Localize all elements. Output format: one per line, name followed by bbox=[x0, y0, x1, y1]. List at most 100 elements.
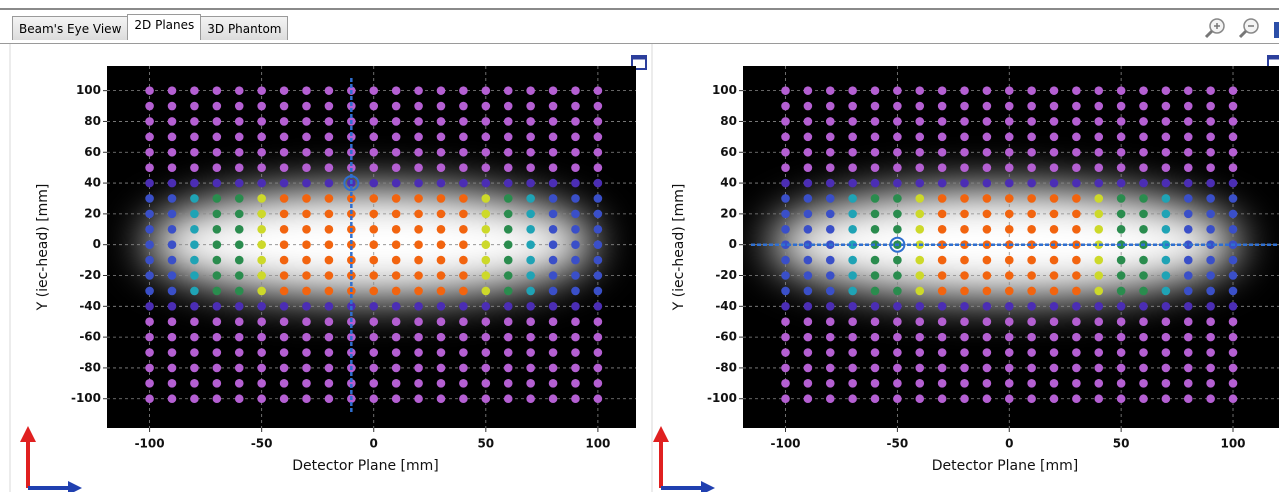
detector-dot bbox=[437, 240, 446, 249]
detector-dot bbox=[1229, 333, 1238, 342]
detector-dot bbox=[893, 163, 902, 172]
detector-dot bbox=[1162, 333, 1171, 342]
detector-dot bbox=[280, 348, 289, 357]
detector-dot bbox=[848, 102, 857, 111]
detector-dot bbox=[213, 225, 222, 234]
detector-dot bbox=[1005, 256, 1014, 265]
detector-dot bbox=[504, 225, 513, 234]
detector-dot bbox=[482, 256, 491, 265]
detector-dot bbox=[983, 194, 992, 203]
detector-dot bbox=[826, 394, 835, 403]
detector-dot bbox=[369, 302, 378, 311]
detector-dot bbox=[482, 379, 491, 388]
detector-dot bbox=[1162, 287, 1171, 296]
detector-dot bbox=[594, 394, 603, 403]
y-tick-label: -80 bbox=[715, 360, 737, 374]
detector-dot bbox=[871, 117, 880, 126]
detector-dot bbox=[1050, 256, 1059, 265]
zoom-in-button[interactable] bbox=[1206, 19, 1224, 37]
detector-dot bbox=[1094, 163, 1103, 172]
detector-dot bbox=[1050, 333, 1059, 342]
detector-dot bbox=[1027, 210, 1036, 219]
detector-dot bbox=[915, 302, 924, 311]
detector-dot bbox=[549, 317, 558, 326]
detector-dot bbox=[414, 256, 423, 265]
detector-dot bbox=[526, 148, 535, 157]
detector-dot bbox=[302, 394, 311, 403]
detector-dot bbox=[1094, 287, 1103, 296]
detector-dot bbox=[960, 364, 969, 373]
detector-dot bbox=[1229, 179, 1238, 188]
detector-dot bbox=[781, 302, 790, 311]
detector-dot bbox=[1050, 317, 1059, 326]
detector-dot bbox=[168, 379, 177, 388]
detector-dot bbox=[1072, 225, 1081, 234]
detector-dot bbox=[1072, 287, 1081, 296]
detector-dot bbox=[1206, 210, 1215, 219]
detector-dot bbox=[302, 271, 311, 280]
detector-dot bbox=[437, 333, 446, 342]
y-tick-label: 40 bbox=[84, 176, 101, 190]
detector-dot bbox=[781, 256, 790, 265]
detector-dot bbox=[168, 240, 177, 249]
detector-dot bbox=[781, 271, 790, 280]
detector-dot bbox=[1005, 302, 1014, 311]
detector-dot bbox=[1139, 302, 1148, 311]
detector-dot bbox=[571, 302, 580, 311]
detector-dot bbox=[437, 163, 446, 172]
detector-dot bbox=[526, 194, 535, 203]
detector-dot bbox=[893, 148, 902, 157]
detector-dot bbox=[1184, 102, 1193, 111]
detector-dot bbox=[325, 287, 334, 296]
detector-dot bbox=[960, 302, 969, 311]
detector-dot bbox=[1139, 225, 1148, 234]
detector-dot bbox=[549, 394, 558, 403]
detector-dot bbox=[145, 379, 154, 388]
detector-dot bbox=[235, 148, 244, 157]
detector-dot bbox=[1139, 163, 1148, 172]
detector-dot bbox=[504, 379, 513, 388]
detector-dot bbox=[915, 148, 924, 157]
y-tick-label: -40 bbox=[79, 299, 101, 313]
detector-dot bbox=[1229, 317, 1238, 326]
detector-dot bbox=[1162, 194, 1171, 203]
detector-dot bbox=[1229, 302, 1238, 311]
detector-dot bbox=[257, 225, 266, 234]
detector-dot bbox=[504, 302, 513, 311]
detector-dot bbox=[190, 302, 199, 311]
detector-dot bbox=[938, 287, 947, 296]
detector-dot bbox=[280, 86, 289, 95]
detector-dot bbox=[235, 210, 244, 219]
y-tick-label: 0 bbox=[729, 237, 737, 251]
detector-dot bbox=[257, 179, 266, 188]
detector-dot bbox=[1005, 117, 1014, 126]
detector-dot bbox=[325, 117, 334, 126]
detector-dot bbox=[302, 148, 311, 157]
detector-dot bbox=[482, 240, 491, 249]
detector-dot bbox=[594, 194, 603, 203]
detector-dot bbox=[1206, 333, 1215, 342]
detector-dot bbox=[1229, 117, 1238, 126]
detector-dot bbox=[983, 117, 992, 126]
detector-dot bbox=[1162, 163, 1171, 172]
detector-dot bbox=[1005, 148, 1014, 157]
detector-dot bbox=[280, 379, 289, 388]
detector-dot bbox=[325, 333, 334, 342]
detector-dot bbox=[482, 117, 491, 126]
detector-dot bbox=[1027, 148, 1036, 157]
detector-dot bbox=[960, 317, 969, 326]
detector-dot bbox=[960, 86, 969, 95]
detector-dot bbox=[938, 256, 947, 265]
detector-dot bbox=[414, 287, 423, 296]
zoom-out-button[interactable] bbox=[1240, 19, 1258, 37]
detector-dot bbox=[1139, 148, 1148, 157]
detector-dot bbox=[369, 333, 378, 342]
detector-dot bbox=[526, 271, 535, 280]
x-axis-label: Detector Plane [mm] bbox=[932, 458, 1079, 474]
detector-dot bbox=[871, 302, 880, 311]
detector-dot bbox=[893, 225, 902, 234]
detector-dot bbox=[168, 163, 177, 172]
toolbar-button[interactable] bbox=[1274, 22, 1279, 38]
detector-dot bbox=[302, 225, 311, 234]
detector-dot bbox=[280, 317, 289, 326]
